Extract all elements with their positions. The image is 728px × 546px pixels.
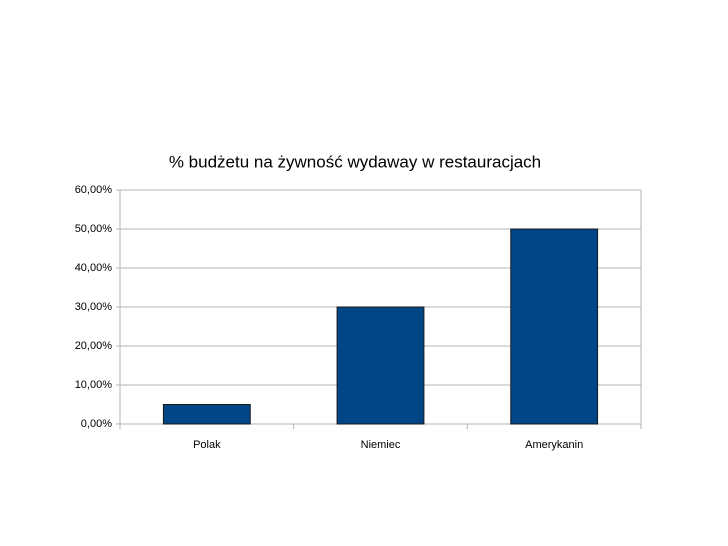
- y-tick-label: 60,00%: [75, 184, 113, 196]
- x-tick-label: Amerykanin: [525, 439, 583, 451]
- chart-title: % budżetu na żywność wydaway w restaurac…: [169, 152, 541, 171]
- y-tick-label: 10,00%: [75, 379, 113, 391]
- x-tick-label: Niemiec: [361, 439, 401, 451]
- bar: [162, 404, 251, 425]
- bar: [510, 228, 599, 425]
- y-tick-label: 30,00%: [75, 301, 113, 313]
- y-tick-label: 40,00%: [75, 262, 113, 274]
- bar: [336, 306, 425, 425]
- y-tick-label: 20,00%: [75, 340, 113, 352]
- y-tick-label: 50,00%: [75, 223, 113, 235]
- x-tick-label: Polak: [193, 439, 221, 451]
- y-tick-label: 0,00%: [81, 418, 112, 430]
